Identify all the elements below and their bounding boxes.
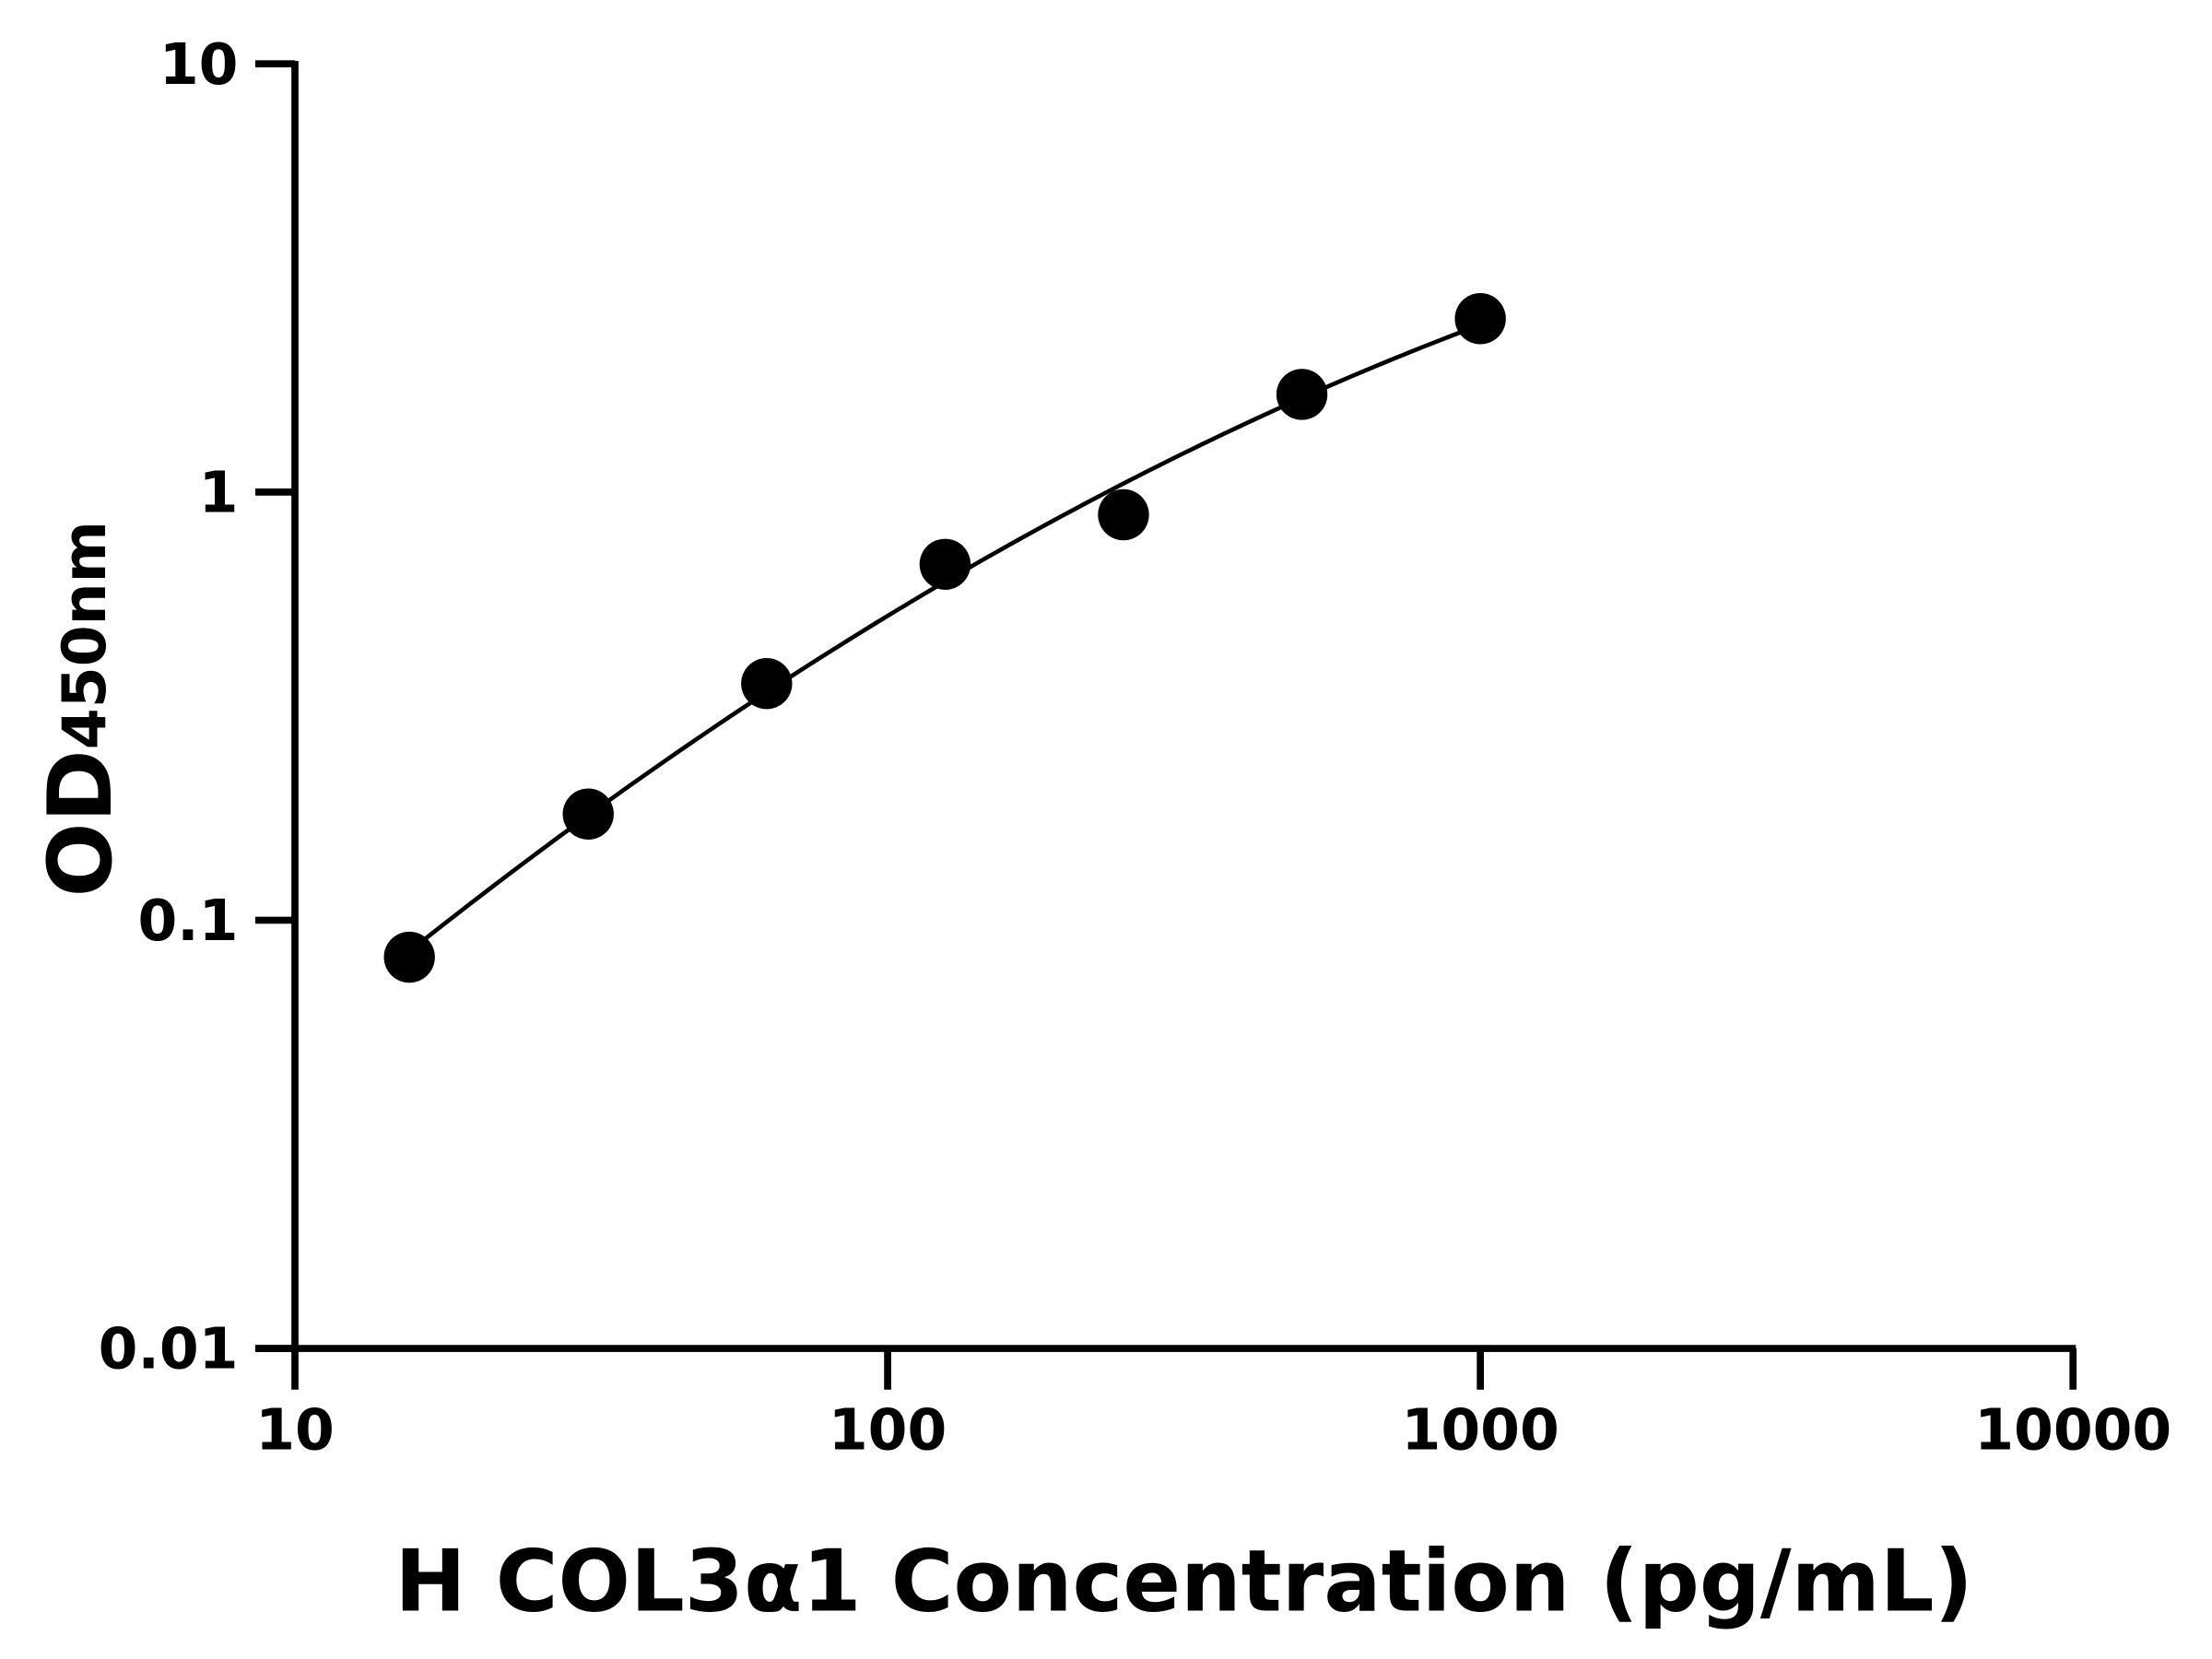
x-ticks: 10 100 1000 10000 xyxy=(255,1348,2171,1463)
x-axis-label: H COL3α1 Concentration (pg/mL) xyxy=(394,1532,1972,1631)
x-tick-label: 10 xyxy=(255,1396,335,1463)
y-axis-label-sub: 450nm xyxy=(51,521,120,749)
data-point xyxy=(1454,293,1506,345)
data-point xyxy=(1276,369,1328,420)
data-point xyxy=(562,788,614,840)
y-axis-label-main: OD xyxy=(29,749,132,897)
data-point xyxy=(1098,488,1149,541)
fit-curve xyxy=(407,323,1481,954)
data-point xyxy=(919,538,971,590)
y-axis-label: OD450nm xyxy=(29,521,132,897)
data-point xyxy=(741,657,793,710)
y-tick-label: 0.1 xyxy=(137,888,238,954)
data-points xyxy=(383,293,1506,983)
y-tick-label: 0.01 xyxy=(99,1316,239,1382)
data-point xyxy=(383,931,435,983)
x-tick-label: 1000 xyxy=(1402,1396,1559,1463)
y-tick-label: 1 xyxy=(199,459,239,525)
x-tick-label: 10000 xyxy=(1974,1396,2171,1463)
y-ticks: 0.01 0.1 1 10 xyxy=(99,31,295,1382)
x-tick-label: 100 xyxy=(829,1396,947,1463)
y-tick-label: 10 xyxy=(159,31,239,98)
fit-curve-layer xyxy=(407,323,1481,954)
